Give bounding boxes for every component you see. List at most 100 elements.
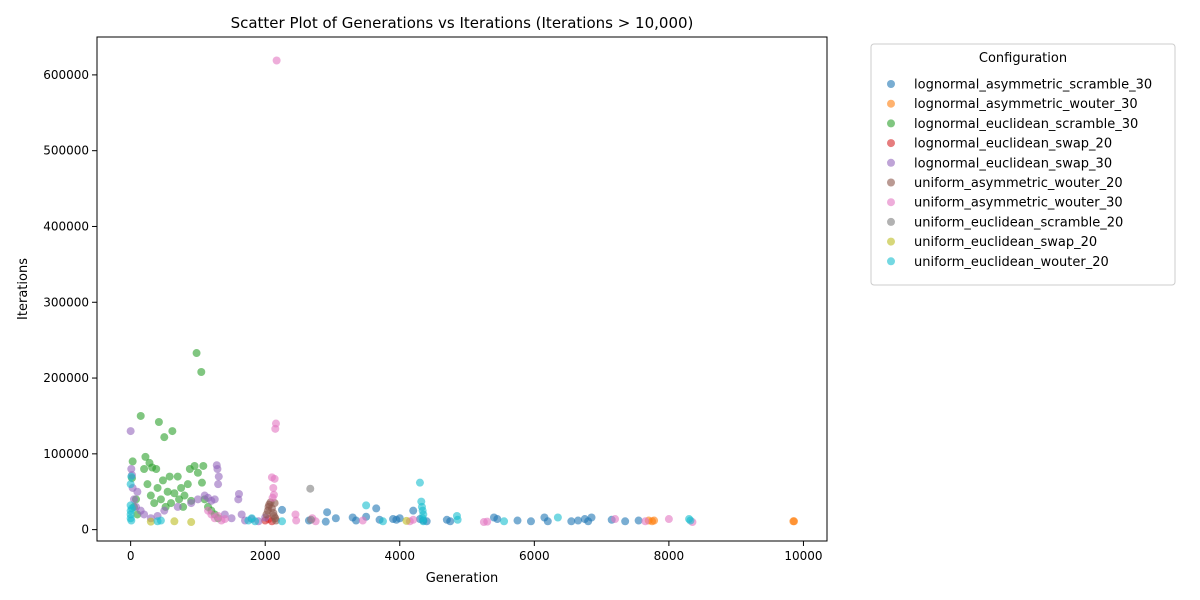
data-point	[634, 516, 643, 525]
data-point	[192, 349, 201, 358]
data-point	[180, 491, 189, 500]
data-point	[199, 461, 208, 470]
legend-entry: lognormal_asymmetric_wouter_30	[914, 97, 1138, 112]
data-point	[128, 457, 137, 466]
legend-marker	[887, 80, 895, 88]
data-point	[611, 515, 620, 524]
data-point	[553, 513, 562, 522]
data-point	[686, 516, 695, 525]
chart-title: Scatter Plot of Generations vs Iteration…	[231, 14, 694, 32]
data-point	[126, 480, 135, 489]
legend-marker	[887, 217, 895, 226]
data-point	[321, 517, 330, 526]
data-point	[213, 465, 222, 473]
legend-frame	[870, 43, 1176, 286]
data-point	[453, 515, 462, 524]
data-point	[621, 517, 630, 526]
data-point	[227, 514, 236, 523]
data-point	[419, 517, 428, 526]
data-point	[150, 499, 159, 508]
data-point	[187, 499, 196, 508]
data-point	[197, 367, 206, 376]
y-axis-label: Iterations	[16, 258, 31, 320]
data-point	[323, 508, 332, 517]
data-point	[272, 56, 281, 65]
data-point	[173, 472, 182, 481]
data-point	[415, 478, 424, 487]
data-point	[271, 516, 280, 525]
data-point	[352, 516, 361, 525]
data-point	[790, 517, 799, 526]
data-point	[270, 474, 279, 483]
data-point	[268, 493, 277, 502]
legend-entry: lognormal_euclidean_scramble_30	[914, 117, 1138, 132]
legend-marker	[887, 99, 895, 108]
data-point	[331, 514, 340, 523]
x-axis-label: Generation	[426, 571, 499, 586]
data-point	[278, 517, 287, 526]
x-axis-ticks: 0 2000 4000 6000 8000 10000	[127, 541, 823, 563]
data-point	[163, 487, 172, 496]
data-point	[141, 452, 150, 461]
data-point	[664, 515, 673, 524]
legend-marker	[887, 139, 895, 148]
legend-entry: lognormal_euclidean_swap_20	[914, 137, 1112, 152]
data-point	[402, 516, 411, 525]
data-point	[278, 505, 287, 514]
data-point	[153, 483, 162, 492]
legend-entry: lognormal_euclidean_swap_30	[914, 156, 1112, 171]
data-point	[251, 517, 260, 526]
data-point	[152, 465, 161, 473]
data-point	[165, 472, 174, 481]
data-point	[127, 465, 136, 473]
data-point	[156, 516, 165, 525]
x-tick-label: 2000	[250, 549, 281, 563]
data-point	[237, 510, 246, 519]
data-point	[133, 487, 142, 496]
data-point	[493, 515, 502, 524]
data-point	[641, 517, 650, 526]
legend-marker	[887, 178, 895, 187]
y-tick-label: 100000	[43, 447, 89, 461]
data-point	[136, 411, 145, 420]
data-point	[160, 433, 169, 442]
data-point	[214, 472, 223, 481]
data-point	[140, 465, 149, 473]
legend-marker	[887, 119, 895, 128]
legend-marker	[887, 257, 895, 266]
data-point	[362, 501, 371, 510]
legend-marker	[887, 158, 895, 167]
data-point	[146, 491, 155, 500]
data-point	[271, 419, 280, 428]
data-point	[269, 483, 278, 492]
data-point	[543, 517, 552, 526]
data-point	[127, 504, 136, 513]
data-point	[409, 506, 418, 515]
data-point	[483, 517, 492, 526]
data-point	[193, 495, 202, 504]
data-point	[210, 495, 219, 504]
data-point	[183, 480, 192, 489]
data-point	[513, 516, 522, 525]
data-point	[574, 516, 583, 525]
data-point	[587, 513, 596, 522]
data-point	[126, 427, 135, 436]
data-point	[156, 495, 165, 504]
data-point	[292, 516, 301, 525]
x-tick-label: 8000	[654, 549, 685, 563]
data-point	[158, 476, 167, 485]
data-point	[154, 418, 163, 427]
data-point	[193, 468, 202, 477]
y-axis-ticks: 0 100000 200000 300000 400000 500000 600000	[43, 68, 97, 537]
data-point	[160, 506, 169, 515]
x-tick-label: 0	[127, 549, 135, 563]
legend-entry: lognormal_asymmetric_scramble_30	[914, 78, 1152, 93]
data-point	[187, 518, 196, 527]
data-point	[378, 517, 387, 526]
data-point	[567, 517, 576, 526]
legend: Configuration lognormal_asymmetric_scram…	[870, 43, 1176, 286]
data-point	[170, 517, 179, 526]
data-point	[306, 515, 315, 524]
data-point	[395, 514, 404, 523]
